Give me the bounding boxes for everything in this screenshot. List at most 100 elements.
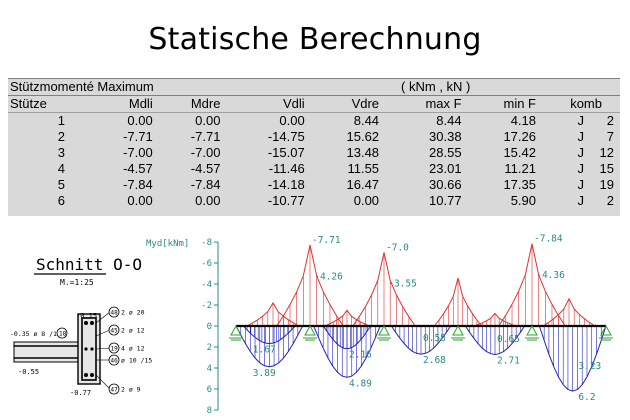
value-label: -7.84 xyxy=(534,234,563,245)
y-axis-label: Myd[kNm] xyxy=(146,239,189,249)
rebar-callouts: 48 2 ø 20 45 2 ø 12 19 4 ø 12 46 ø 10 /1… xyxy=(95,306,152,395)
cell-vdre: 0.00 xyxy=(353,193,380,208)
callout-text: 2 ø 12 xyxy=(121,327,145,335)
table-row: 1 0.00 0.00 0.00 8.44 8.44 4.18 J 2 xyxy=(8,113,620,130)
col-header-maxf: max F xyxy=(379,95,462,113)
cell-minf: 17.26 xyxy=(503,129,536,144)
cell-mdre: 0.00 xyxy=(195,113,221,128)
section-scale: M.=1:25 xyxy=(60,278,94,287)
cell-mdre: -7.71 xyxy=(190,129,221,144)
cell-komb-number: 15 xyxy=(599,161,614,176)
cell-vdre: 13.48 xyxy=(346,145,380,160)
cell-vdli: -14.75 xyxy=(267,129,305,144)
value-label: -3.55 xyxy=(388,279,417,290)
results-table: Stützmomenté Maximum ( kNm , kN ) Stütze… xyxy=(8,78,620,209)
negative-moment-curve xyxy=(433,277,483,327)
col-header-vdli: Vdli xyxy=(220,95,305,113)
value-label: 0.65 xyxy=(497,334,520,345)
cell-mdli: -4.57 xyxy=(123,161,153,176)
cell-maxf: 23.01 xyxy=(429,161,462,176)
cell-mdli: 0.00 xyxy=(127,113,153,128)
rebar-dot xyxy=(90,373,94,377)
col-header-minf: min F xyxy=(461,95,536,113)
rebar-dot xyxy=(84,373,88,377)
rebar-dot xyxy=(90,321,94,325)
cell-mdre: -7.00 xyxy=(190,145,221,160)
col-header-komb: komb xyxy=(536,95,620,113)
y-tick-label: -6 xyxy=(201,259,212,269)
value-label: 6.2 xyxy=(578,392,595,403)
callout-text: 2 ø 9 xyxy=(121,386,141,394)
moment-envelope-chart: Myd[kNm] -8 -6 -4 -2 0 2 4 6 8 -7.71 -4.26 -7.0 -3.5… xyxy=(146,234,613,416)
table-header-row: Stütze Mdli Mdre Vdli Vdre max F min F k… xyxy=(8,95,620,113)
value-label: 2.16 xyxy=(349,350,372,361)
cell-maxf: 30.38 xyxy=(429,129,462,144)
cell-vdre: 16.47 xyxy=(346,177,380,192)
cell-maxf: 28.55 xyxy=(429,145,462,160)
cell-minf: 11.21 xyxy=(504,161,536,176)
cross-section-drawing: Schnitt O-O M.=1:25 -0.15 -0.35 ø 8 /15 … xyxy=(10,255,152,397)
cell-mdli: -7.71 xyxy=(123,129,153,144)
cell-vdli: -15.07 xyxy=(267,145,305,160)
cell-komb-number: 12 xyxy=(599,145,614,160)
table-row: 6 0.00 0.00 -10.77 0.00 10.77 5.90 J 2 xyxy=(8,193,620,209)
position-number: 18 xyxy=(59,331,67,338)
cell-mdli: -7.00 xyxy=(123,145,153,160)
value-label: -7.71 xyxy=(312,235,341,246)
support-triangle xyxy=(304,324,316,336)
col-header-stuetze: Stütze xyxy=(8,95,85,113)
callout-number: 46 xyxy=(111,358,119,365)
section-title: Schnitt O-O xyxy=(36,255,142,274)
value-label: -7.0 xyxy=(386,243,409,254)
cell-komb-flag: J xyxy=(577,113,585,128)
cell-mdre: 0.00 xyxy=(195,193,221,208)
page-title: Statische Berechnung xyxy=(148,22,482,57)
value-label: 1.67 xyxy=(253,345,276,356)
table-row: 4 -4.57 -4.57 -11.46 11.55 23.01 11.21 J 15 xyxy=(8,161,620,177)
cell-komb-number: 2 xyxy=(606,113,614,128)
cell-minf: 5.90 xyxy=(510,193,536,208)
callout-number: 19 xyxy=(111,346,119,353)
position-marker xyxy=(56,327,68,339)
value-label: 2.68 xyxy=(423,355,446,366)
table-caption-row: Stützmomenté Maximum ( kNm , kN ) xyxy=(8,78,620,96)
positive-envelope xyxy=(235,325,607,392)
y-tick-label: 8 xyxy=(207,406,212,416)
callout-text: 4 ø 12 xyxy=(121,345,145,353)
value-label: 2.71 xyxy=(497,355,520,366)
support-moments-table: Stützmomenté Maximum ( kNm , kN ) Stütze… xyxy=(8,78,620,216)
positive-moment-curve xyxy=(322,325,372,350)
slab-outline xyxy=(13,341,79,363)
level-top: -0.15 xyxy=(76,312,97,320)
cell-minf: 17.35 xyxy=(503,177,536,192)
y-tick-label: -8 xyxy=(201,238,212,248)
table-row: 2 -7.71 -7.71 -14.75 15.62 30.38 17.26 J 7 xyxy=(8,129,620,145)
y-tick-label: 2 xyxy=(207,343,212,353)
value-label: -4.36 xyxy=(536,270,565,281)
cell-vdre: 15.62 xyxy=(346,129,380,144)
col-header-vdre: Vdre xyxy=(304,95,380,113)
level-slab-bottom: -0.55 xyxy=(18,368,39,376)
cell-vdre: 8.44 xyxy=(353,113,380,128)
callout-number: 45 xyxy=(111,328,119,335)
cell-vdli: -10.77 xyxy=(267,193,305,208)
y-tick-label: 6 xyxy=(207,385,212,395)
beam-axis xyxy=(229,324,613,341)
support-triangle xyxy=(230,324,242,336)
table-row: 5 -7.84 -7.84 -14.18 16.47 30.66 17.35 J 19 xyxy=(8,177,620,193)
cell-komb-flag: J xyxy=(577,193,585,208)
y-tick-label: 0 xyxy=(207,322,212,332)
cell-support-id: 4 xyxy=(57,161,65,176)
table-row: 3 -7.00 -7.00 -15.07 13.48 28.55 15.42 J 12 xyxy=(8,145,620,161)
cell-maxf: 10.77 xyxy=(429,193,462,208)
cell-komb-number: 2 xyxy=(606,193,614,208)
cell-support-id: 2 xyxy=(57,129,65,144)
value-label: 3.23 xyxy=(578,361,601,372)
negative-envelope xyxy=(246,243,596,327)
value-label: 0.58 xyxy=(423,333,446,344)
y-tick-label: -2 xyxy=(201,301,212,311)
cell-minf: 4.18 xyxy=(510,113,536,128)
cell-vdli: -11.46 xyxy=(268,161,305,176)
table-caption: Stützmomenté Maximum xyxy=(8,78,380,96)
value-label: 3.89 xyxy=(253,368,276,379)
